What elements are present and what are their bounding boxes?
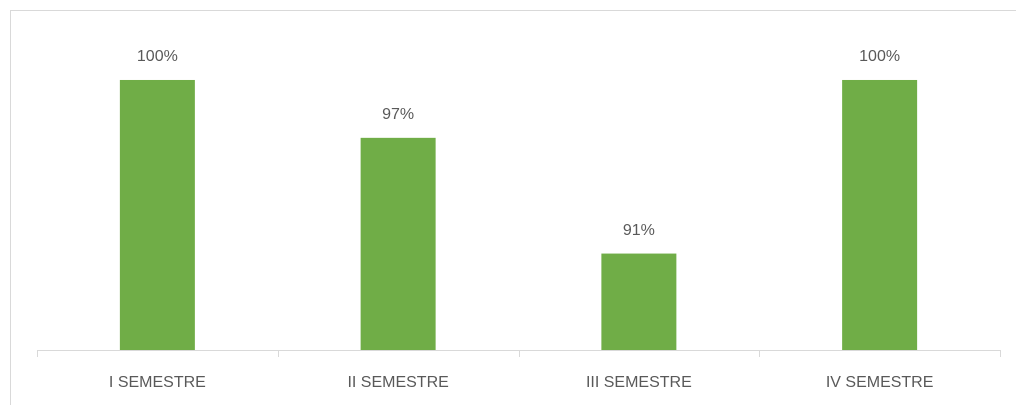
bar (842, 79, 918, 350)
data-label: 100% (137, 48, 178, 65)
bar (601, 253, 677, 350)
bar (119, 79, 195, 350)
data-label: 100% (859, 48, 900, 65)
x-tick-label: I SEMESTRE (109, 374, 206, 391)
chart-frame (10, 10, 1016, 405)
x-tick-label: IV SEMESTRE (826, 374, 934, 391)
x-tick-label: III SEMESTRE (586, 374, 692, 391)
data-label: 97% (382, 106, 414, 123)
bar (360, 137, 436, 350)
x-tick-label: II SEMESTRE (347, 374, 448, 391)
data-label: 91% (623, 222, 655, 239)
